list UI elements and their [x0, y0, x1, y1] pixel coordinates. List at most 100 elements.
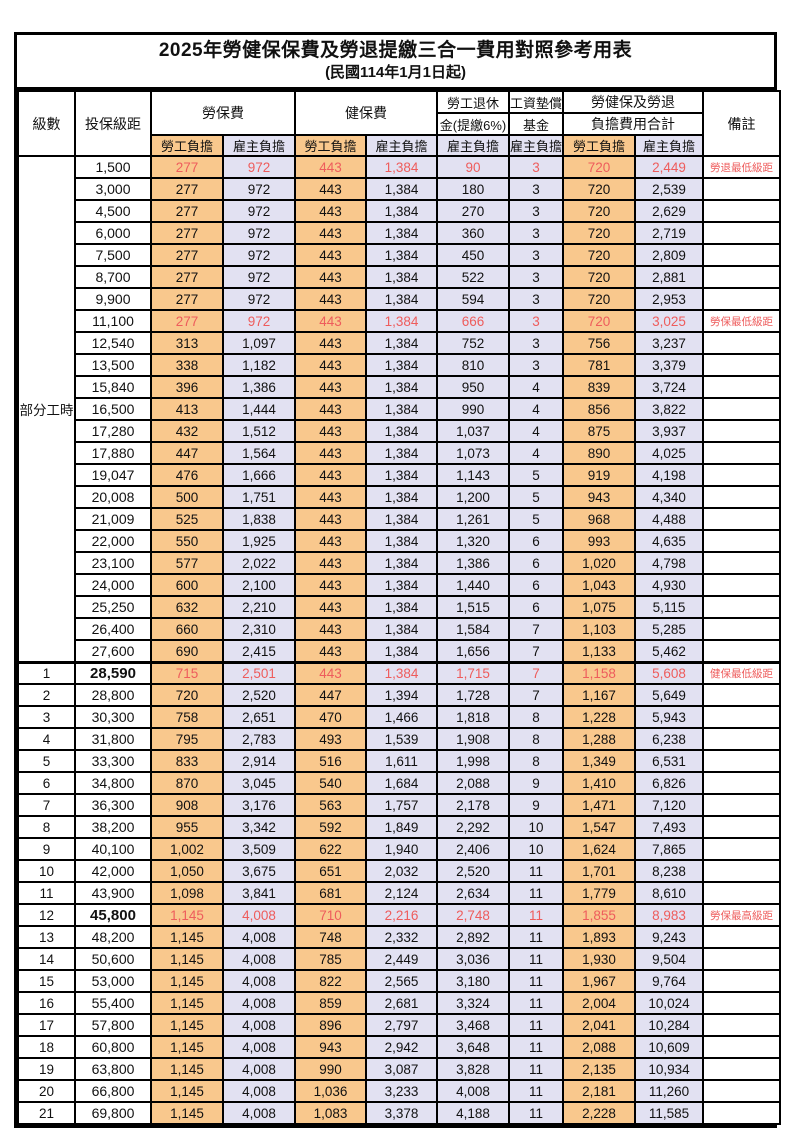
pension-employer-cell: 1,440	[436, 573, 510, 598]
level-cell: 11	[17, 881, 76, 906]
remark-cell	[702, 1101, 781, 1126]
labor-employer-cell: 3,841	[222, 881, 296, 906]
labor-employee-cell: 690	[150, 639, 224, 664]
labor-employee-cell: 758	[150, 705, 224, 730]
total-employer-cell: 6,826	[634, 771, 704, 796]
labor-employer-cell: 3,176	[222, 793, 296, 818]
total-employer-cell: 11,585	[634, 1101, 704, 1126]
labor-employer-cell: 972	[222, 199, 296, 224]
remark-cell	[702, 485, 781, 510]
health-employee-cell: 1,083	[294, 1101, 367, 1126]
health-employee-cell: 443	[294, 199, 367, 224]
total-employee-cell: 720	[562, 309, 636, 334]
labor-employee-cell: 550	[150, 529, 224, 554]
wage-fund-employer-cell: 11	[508, 859, 564, 884]
health-employer-cell: 1,940	[365, 837, 438, 862]
total-employee-cell: 720	[562, 155, 636, 180]
table-row: 13 48,200 1,145 4,008 748 2,332 2,892 11 1,893 9,…	[17, 925, 781, 950]
health-employer-cell: 1,384	[365, 551, 438, 576]
labor-employee-cell: 1,050	[150, 859, 224, 884]
wage-fund-employer-cell: 8	[508, 705, 564, 730]
pension-employer-cell: 270	[436, 199, 510, 224]
labor-employee-cell: 833	[150, 749, 224, 774]
health-employer-cell: 1,384	[365, 507, 438, 532]
health-employer-cell: 2,797	[365, 1013, 438, 1038]
bracket-cell: 31,800	[74, 727, 152, 752]
header-level: 級數	[17, 90, 76, 158]
wage-fund-employer-cell: 11	[508, 1035, 564, 1060]
wage-fund-employer-cell: 6	[508, 551, 564, 576]
health-employee-cell: 443	[294, 309, 367, 334]
total-employer-cell: 3,379	[634, 353, 704, 378]
total-employer-cell: 7,493	[634, 815, 704, 840]
wage-fund-employer-cell: 7	[508, 683, 564, 708]
remark-cell	[702, 991, 781, 1016]
wage-fund-employer-cell: 3	[508, 155, 564, 180]
total-employee-cell: 1,930	[562, 947, 636, 972]
labor-employer-cell: 4,008	[222, 947, 296, 972]
labor-employee-cell: 660	[150, 617, 224, 642]
pension-employer-cell: 360	[436, 221, 510, 246]
header-pension-top: 勞工退休	[436, 90, 510, 115]
table-row: 14 50,600 1,145 4,008 785 2,449 3,036 11 1,930 9,…	[17, 947, 781, 972]
bracket-cell: 28,590	[74, 660, 152, 686]
total-employer-cell: 6,238	[634, 727, 704, 752]
total-employee-cell: 756	[562, 331, 636, 356]
bracket-cell: 7,500	[74, 243, 152, 268]
total-employer-cell: 4,025	[634, 441, 704, 466]
bracket-cell: 21,009	[74, 507, 152, 532]
health-employer-cell: 3,378	[365, 1101, 438, 1126]
level-cell: 18	[17, 1035, 76, 1060]
page-subtitle: (民國114年1月1日起)	[325, 63, 466, 81]
total-employee-cell: 1,133	[562, 639, 636, 664]
header-health-employee-share: 勞工負擔	[294, 134, 367, 158]
remark-cell	[702, 793, 781, 818]
total-employee-cell: 1,893	[562, 925, 636, 950]
header-total-bottom: 負擔費用合計	[562, 112, 704, 137]
health-employee-cell: 447	[294, 683, 367, 708]
table-row: 11 43,900 1,098 3,841 681 2,124 2,634 11 1,779 8,…	[17, 881, 781, 906]
wage-fund-employer-cell: 8	[508, 727, 564, 752]
wage-fund-employer-cell: 10	[508, 837, 564, 862]
total-employer-cell: 2,809	[634, 243, 704, 268]
level-cell: 21	[17, 1101, 76, 1126]
premium-table: 級數 投保級距 勞保費 健保費 勞工退休 工資墊償 勞健保及勞退 備註 金(提繳…	[17, 90, 781, 1126]
pension-employer-cell: 1,037	[436, 419, 510, 444]
labor-employee-cell: 715	[150, 660, 224, 686]
total-employee-cell: 1,075	[562, 595, 636, 620]
table-row: 3,000 277 972 443 1,384 180 3 720 2,539	[18, 177, 781, 202]
pension-employer-cell: 1,515	[436, 595, 510, 620]
wage-fund-employer-cell: 7	[508, 617, 564, 642]
labor-employee-cell: 432	[150, 419, 224, 444]
wage-fund-employer-cell: 3	[508, 221, 564, 246]
labor-employer-cell: 4,008	[222, 1035, 296, 1060]
total-employee-cell: 1,167	[562, 683, 636, 708]
wage-fund-employer-cell: 11	[508, 1101, 564, 1126]
pension-employer-cell: 2,406	[436, 837, 510, 862]
pension-employer-cell: 3,036	[436, 947, 510, 972]
table-row: 8 38,200 955 3,342 592 1,849 2,292 10 1,547 7,493	[17, 815, 781, 840]
level-cell: 16	[17, 991, 76, 1016]
table-row: 23,100 577 2,022 443 1,384 1,386 6 1,020 4,798	[18, 551, 781, 576]
remark-cell	[702, 1035, 781, 1060]
health-employee-cell: 710	[294, 903, 367, 928]
remark-cell	[702, 353, 781, 378]
total-employee-cell: 1,349	[562, 749, 636, 774]
bracket-cell: 23,100	[74, 551, 152, 576]
total-employee-cell: 1,228	[562, 705, 636, 730]
health-employee-cell: 622	[294, 837, 367, 862]
total-employer-cell: 3,822	[634, 397, 704, 422]
health-employer-cell: 1,849	[365, 815, 438, 840]
level-cell: 20	[17, 1079, 76, 1104]
wage-fund-employer-cell: 11	[508, 1013, 564, 1038]
total-employer-cell: 7,865	[634, 837, 704, 862]
total-employee-cell: 993	[562, 529, 636, 554]
labor-employer-cell: 2,310	[222, 617, 296, 642]
wage-fund-employer-cell: 9	[508, 793, 564, 818]
health-employee-cell: 443	[294, 529, 367, 554]
health-employee-cell: 443	[294, 573, 367, 598]
wage-fund-employer-cell: 8	[508, 749, 564, 774]
health-employee-cell: 592	[294, 815, 367, 840]
labor-employer-cell: 4,008	[222, 991, 296, 1016]
table-row: 18 60,800 1,145 4,008 943 2,942 3,648 11 2,088 10…	[17, 1035, 781, 1060]
